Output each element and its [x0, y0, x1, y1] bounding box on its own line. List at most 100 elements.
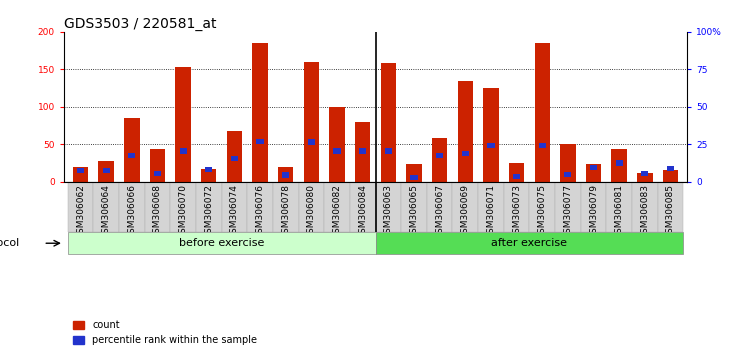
FancyBboxPatch shape: [427, 182, 452, 232]
Bar: [227, 131, 242, 182]
Bar: [410, 175, 418, 180]
Bar: [560, 144, 575, 182]
Text: GSM306081: GSM306081: [614, 184, 623, 239]
Text: GSM306085: GSM306085: [666, 184, 675, 239]
Bar: [641, 171, 648, 176]
FancyBboxPatch shape: [247, 182, 273, 232]
FancyBboxPatch shape: [68, 232, 376, 255]
Bar: [330, 107, 345, 182]
Bar: [308, 139, 315, 144]
FancyBboxPatch shape: [529, 182, 555, 232]
Bar: [257, 138, 264, 144]
Text: GSM306065: GSM306065: [409, 184, 418, 239]
FancyBboxPatch shape: [452, 182, 478, 232]
FancyBboxPatch shape: [555, 182, 581, 232]
Text: protocol: protocol: [0, 238, 19, 248]
Bar: [385, 148, 392, 154]
Bar: [333, 148, 341, 154]
FancyBboxPatch shape: [658, 182, 683, 232]
Bar: [590, 165, 597, 170]
FancyBboxPatch shape: [93, 182, 119, 232]
Text: GSM306077: GSM306077: [563, 184, 572, 239]
Text: GSM306068: GSM306068: [153, 184, 162, 239]
Text: GSM306075: GSM306075: [538, 184, 547, 239]
Text: GSM306073: GSM306073: [512, 184, 521, 239]
Bar: [128, 153, 135, 158]
FancyBboxPatch shape: [376, 182, 401, 232]
Text: GSM306070: GSM306070: [179, 184, 188, 239]
Text: GSM306079: GSM306079: [589, 184, 598, 239]
FancyBboxPatch shape: [170, 182, 196, 232]
Bar: [154, 171, 161, 176]
Bar: [406, 164, 421, 182]
Bar: [282, 172, 289, 177]
Text: GSM306071: GSM306071: [487, 184, 496, 239]
Bar: [149, 149, 165, 182]
FancyBboxPatch shape: [350, 182, 376, 232]
Bar: [462, 150, 469, 156]
Bar: [436, 153, 443, 158]
Bar: [611, 149, 627, 182]
Bar: [103, 168, 110, 173]
Bar: [667, 166, 674, 171]
Bar: [663, 170, 678, 182]
Text: GSM306074: GSM306074: [230, 184, 239, 239]
FancyBboxPatch shape: [68, 182, 93, 232]
Bar: [179, 148, 187, 154]
FancyBboxPatch shape: [119, 182, 145, 232]
Text: GDS3503 / 220581_at: GDS3503 / 220581_at: [64, 17, 216, 31]
Bar: [355, 122, 370, 182]
Text: GSM306082: GSM306082: [333, 184, 342, 239]
Bar: [278, 167, 294, 182]
Bar: [231, 156, 238, 161]
FancyBboxPatch shape: [196, 182, 222, 232]
Bar: [513, 174, 520, 179]
Text: GSM306067: GSM306067: [435, 184, 444, 239]
Text: GSM306062: GSM306062: [76, 184, 85, 239]
Bar: [252, 43, 268, 182]
FancyBboxPatch shape: [581, 182, 606, 232]
Bar: [616, 160, 623, 166]
Bar: [535, 43, 550, 182]
Bar: [176, 67, 191, 182]
Bar: [483, 88, 499, 182]
Legend: count, percentile rank within the sample: count, percentile rank within the sample: [68, 316, 261, 349]
Bar: [457, 81, 473, 182]
FancyBboxPatch shape: [606, 182, 632, 232]
FancyBboxPatch shape: [273, 182, 299, 232]
Bar: [538, 143, 546, 148]
Text: before exercise: before exercise: [179, 238, 264, 248]
Text: GSM306064: GSM306064: [101, 184, 110, 239]
FancyBboxPatch shape: [145, 182, 170, 232]
Text: GSM306069: GSM306069: [461, 184, 470, 239]
Bar: [359, 148, 366, 154]
Bar: [509, 163, 524, 182]
Bar: [77, 168, 84, 173]
Text: GSM306072: GSM306072: [204, 184, 213, 239]
FancyBboxPatch shape: [376, 232, 683, 255]
Bar: [205, 167, 213, 172]
Bar: [124, 118, 140, 182]
FancyBboxPatch shape: [324, 182, 350, 232]
Text: GSM306063: GSM306063: [384, 184, 393, 239]
Text: GSM306083: GSM306083: [641, 184, 650, 239]
FancyBboxPatch shape: [222, 182, 247, 232]
Bar: [487, 143, 494, 148]
FancyBboxPatch shape: [504, 182, 529, 232]
Text: GSM306084: GSM306084: [358, 184, 367, 239]
FancyBboxPatch shape: [299, 182, 324, 232]
Bar: [586, 164, 602, 182]
Bar: [381, 63, 396, 182]
Bar: [432, 138, 448, 182]
FancyBboxPatch shape: [478, 182, 504, 232]
Text: GSM306078: GSM306078: [281, 184, 290, 239]
Text: GSM306076: GSM306076: [255, 184, 264, 239]
Bar: [637, 173, 653, 182]
FancyBboxPatch shape: [401, 182, 427, 232]
Text: after exercise: after exercise: [491, 238, 568, 248]
Text: GSM306066: GSM306066: [128, 184, 137, 239]
Text: GSM306080: GSM306080: [307, 184, 316, 239]
Bar: [303, 62, 319, 182]
Bar: [73, 167, 88, 182]
Bar: [98, 161, 114, 182]
